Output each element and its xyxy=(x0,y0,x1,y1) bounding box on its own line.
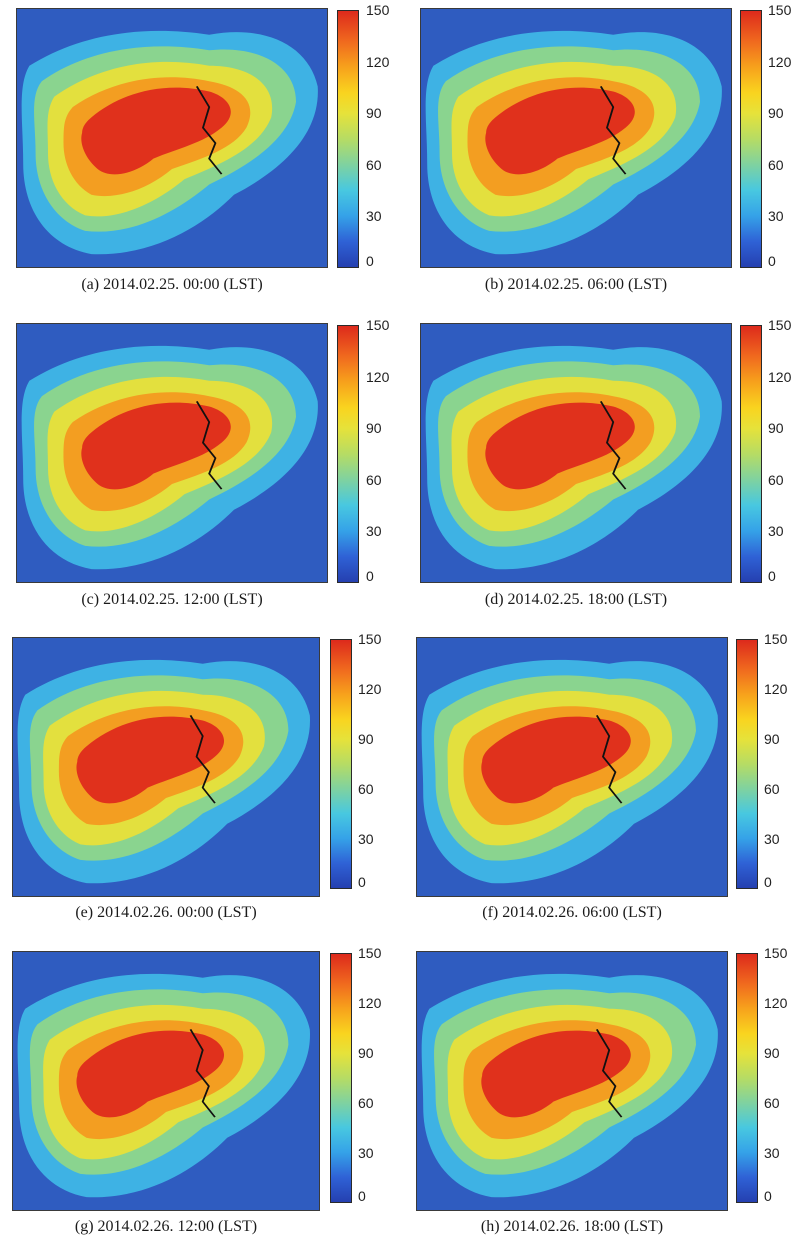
colorbar-tick-label: 120 xyxy=(764,681,788,697)
colorbar-tick-label: 0 xyxy=(768,568,776,584)
caption-g: (g) 2014.02.26. 12:00 (LST) xyxy=(74,1218,258,1235)
colorbar-tick-label: 60 xyxy=(764,781,780,797)
colorbar-tick-label: 120 xyxy=(366,53,390,70)
colorbar-tick-label: 90 xyxy=(366,420,382,437)
colorbar-tick-label: 90 xyxy=(764,1045,780,1061)
colorbar-tick-label: 0 xyxy=(358,1188,366,1204)
colorbar-tick-label: 120 xyxy=(768,368,792,385)
concentration-map-a xyxy=(16,8,328,268)
concentration-map-c xyxy=(16,323,328,583)
colorbar-tick-label: 30 xyxy=(768,208,784,225)
colorbar-tick-label: 90 xyxy=(768,105,784,122)
concentration-map-d xyxy=(420,323,732,583)
colorbar-g xyxy=(330,953,352,1203)
colorbar-tick-label: 60 xyxy=(768,156,784,173)
colorbar-tick-label: 60 xyxy=(358,781,374,797)
colorbar-tick-label: 30 xyxy=(768,523,784,540)
colorbar-f xyxy=(736,639,758,889)
colorbar-tick-label: 0 xyxy=(366,568,374,584)
colorbar-tick-label: 120 xyxy=(358,995,382,1011)
caption-a: (a) 2014.02.25. 00:00 (LST) xyxy=(81,276,263,293)
concentration-map-b xyxy=(420,8,732,268)
colorbar-e xyxy=(330,639,352,889)
colorbar-tick-label: 150 xyxy=(768,317,792,333)
colorbar-tick-label: 150 xyxy=(366,2,390,18)
colorbar-tick-label: 150 xyxy=(764,945,788,961)
colorbar-h xyxy=(736,953,758,1203)
colorbar-tick-label: 30 xyxy=(764,831,780,847)
colorbar-tick-label: 60 xyxy=(366,156,382,173)
colorbar-tick-label: 90 xyxy=(366,105,382,122)
concentration-map-f xyxy=(416,637,728,897)
colorbar-tick-label: 60 xyxy=(768,471,784,488)
colorbar-tick-label: 30 xyxy=(764,1145,780,1161)
colorbar-tick-label: 90 xyxy=(768,420,784,437)
concentration-map-h xyxy=(416,951,728,1211)
colorbar-d xyxy=(740,325,762,583)
caption-c: (c) 2014.02.25. 12:00 (LST) xyxy=(81,591,263,608)
caption-f: (f) 2014.02.26. 06:00 (LST) xyxy=(482,904,662,921)
concentration-map-e xyxy=(12,637,320,897)
colorbar-tick-label: 120 xyxy=(358,681,382,697)
colorbar-tick-label: 150 xyxy=(358,631,382,647)
concentration-map-g xyxy=(12,951,320,1211)
colorbar-tick-label: 0 xyxy=(764,1188,772,1204)
colorbar-tick-label: 60 xyxy=(764,1095,780,1111)
colorbar-tick-label: 150 xyxy=(768,2,792,18)
colorbar-tick-label: 60 xyxy=(366,471,382,488)
colorbar-tick-label: 30 xyxy=(366,523,382,540)
colorbar-tick-label: 150 xyxy=(366,317,390,333)
colorbar-tick-label: 150 xyxy=(764,631,788,647)
colorbar-tick-label: 0 xyxy=(764,874,772,890)
colorbar-tick-label: 0 xyxy=(358,874,366,890)
colorbar-b xyxy=(740,10,762,268)
colorbar-tick-label: 150 xyxy=(358,945,382,961)
colorbar-a xyxy=(337,10,359,268)
colorbar-tick-label: 30 xyxy=(366,208,382,225)
colorbar-tick-label: 0 xyxy=(366,253,374,269)
colorbar-tick-label: 90 xyxy=(358,1045,374,1061)
caption-e: (e) 2014.02.26. 00:00 (LST) xyxy=(75,904,257,921)
colorbar-c xyxy=(337,325,359,583)
colorbar-tick-label: 120 xyxy=(764,995,788,1011)
colorbar-tick-label: 60 xyxy=(358,1095,374,1111)
colorbar-tick-label: 0 xyxy=(768,253,776,269)
colorbar-tick-label: 30 xyxy=(358,1145,374,1161)
colorbar-tick-label: 120 xyxy=(768,53,792,70)
caption-h: (h) 2014.02.26. 18:00 (LST) xyxy=(480,1218,664,1235)
colorbar-tick-label: 90 xyxy=(358,731,374,747)
colorbar-tick-label: 30 xyxy=(358,831,374,847)
colorbar-tick-label: 120 xyxy=(366,368,390,385)
caption-d: (d) 2014.02.25. 18:00 (LST) xyxy=(484,591,668,608)
caption-b: (b) 2014.02.25. 06:00 (LST) xyxy=(484,276,668,293)
colorbar-tick-label: 90 xyxy=(764,731,780,747)
